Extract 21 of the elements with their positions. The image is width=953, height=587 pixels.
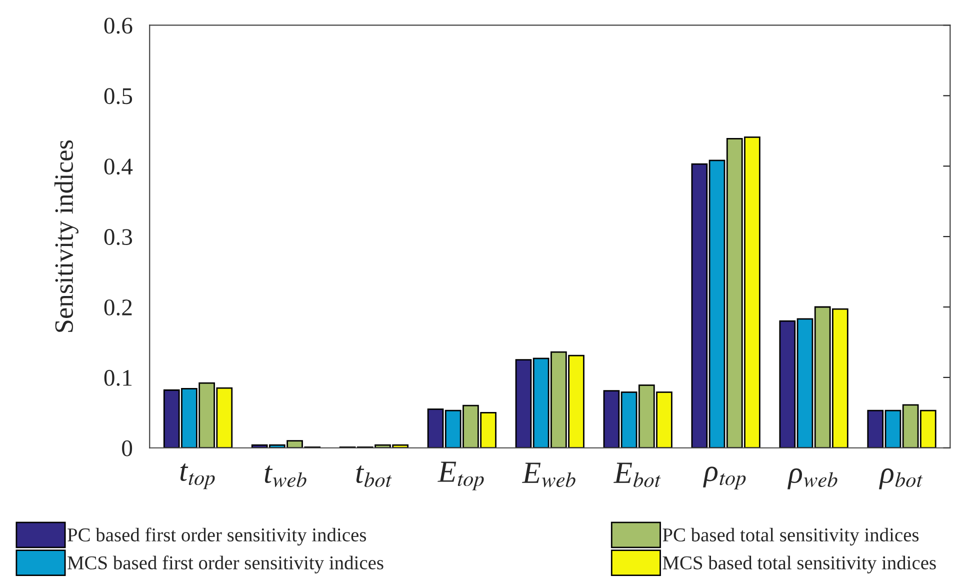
x-tick-label: E$_{web}$ [522,462,576,488]
y-tick-label: 0.2 [104,299,132,316]
x-tick-label: E$_{bot}$ [614,462,661,488]
legend-label: MCS based first order sensitivity indices [68,556,384,574]
legend-label: PC based first order sensitivity indices [68,528,366,546]
x-tick-label: t$_{bot}$ [356,466,392,488]
legend-label: PC based total sensitivity indices [662,528,919,546]
y-tick-label: 0 [122,440,132,456]
legend-label: MCS based total sensitivity indices [662,556,936,574]
x-tick-label: t$_{web}$ [264,466,306,488]
y-tick-label: 0.4 [104,158,133,175]
y-axis-title: Sensitivity indices [54,140,78,332]
x-tick-label: E$_{top}$ [438,462,484,490]
y-tick-label: 0.5 [104,88,132,104]
x-tick-label: ρ$_{web}$ [787,468,838,490]
x-tick-label: ρ$_{top}$ [703,466,746,490]
y-tick-label: 0.3 [104,229,132,246]
x-tick-label: ρ$_{bot}$ [878,468,923,490]
x-tick-label: t$_{top}$ [180,464,215,490]
y-tick-label: 0.1 [104,370,132,386]
y-tick-label: 0.6 [104,18,132,34]
